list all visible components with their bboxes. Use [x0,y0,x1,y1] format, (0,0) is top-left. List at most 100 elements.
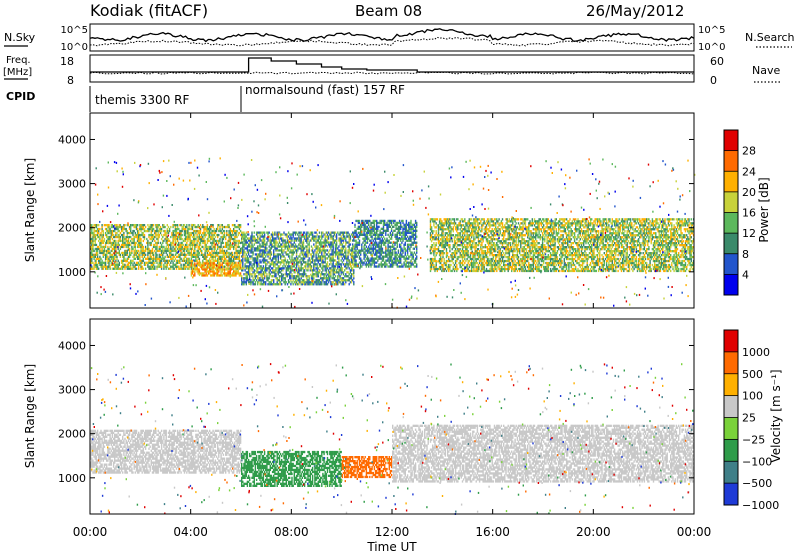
echo-cell [402,231,404,234]
echo-cell [377,233,379,236]
echo-cell [332,249,334,252]
echo-cell [254,257,257,260]
echo-cell [157,257,159,260]
echo-cell [315,263,317,266]
echo-cell [217,239,219,243]
echo-cell [334,255,337,258]
echo-cell [322,263,324,266]
freq-trace [90,57,694,73]
echo-cell [301,281,303,284]
echo-cell [231,255,234,258]
echo-cell [440,244,442,247]
echo-cell [181,229,183,233]
echo-cell [219,229,221,233]
echo-cell [156,241,158,245]
echo-cell [254,277,257,280]
echo-cell [374,265,377,268]
echo-cell [263,247,266,250]
echo-cell [263,277,266,280]
echo-cell [247,243,250,246]
echo-cell [165,245,167,249]
echo-cell [175,259,178,262]
echo-cell [302,281,305,284]
echo-cell [178,235,180,239]
echo-cell [334,251,337,254]
echo-cell [395,255,397,258]
echo-cell [300,257,302,260]
echo-cell [156,253,158,256]
echo-cell [246,279,249,282]
echo-cell [150,241,152,245]
echo-cell [396,237,398,240]
echo-cell [385,251,387,254]
echo-cell [144,247,147,251]
echo-cell [151,227,154,231]
echo-cell [405,225,408,228]
echo-cell [247,245,250,248]
echo-cell [295,231,298,234]
echo-cell [258,231,260,234]
echo-cell [157,239,159,243]
echo-cell [358,243,361,246]
echo-cell [380,243,382,246]
echo-cell [294,283,297,286]
echo-cell [305,235,307,238]
echo-cell [325,257,328,260]
echo-cell [394,219,396,223]
echo-cell [274,231,276,234]
echo-cell [293,239,295,242]
echo-cell [435,259,437,263]
echo-cell [326,277,329,280]
echo-cell [181,225,183,229]
echo-cell [186,259,188,262]
echo-cell [130,263,132,266]
echo-cell [295,259,298,262]
echo-cell [316,269,318,272]
echo-cell [172,249,174,253]
echo-cell [358,241,361,244]
echo-cell [118,233,120,237]
echo-cell [230,233,233,237]
echo-cell [348,241,350,244]
echo-cell [184,239,187,243]
echo-cell [141,243,143,247]
echo-cell [395,237,397,240]
echo-cell [187,239,189,243]
echo-cell [229,261,231,264]
echo-cell [147,227,149,231]
echo-cell [392,219,394,223]
echo-cell [201,274,203,277]
echo-cell [259,249,261,252]
echo-cell [437,230,440,233]
echo-cell [434,234,436,237]
echo-cell [174,235,177,239]
echo-cell [363,239,365,242]
echo-cell [96,253,99,256]
echo-cell [107,251,109,255]
echo-cell [388,225,390,228]
echo-cell [298,261,300,264]
echo-cell [262,253,265,256]
echo-cell [400,225,402,228]
echo-cell [438,226,441,229]
echo-cell [302,275,305,278]
echo-cell [344,251,346,254]
echo-cell [184,247,187,251]
echo-cell [357,253,360,256]
echo-cell [311,251,314,254]
echo-cell [257,257,259,260]
echo-cell [106,233,108,237]
echo-cell [435,218,437,221]
echo-cell [138,263,140,266]
echo-cell [340,247,342,250]
echo-cell [325,281,328,284]
echo-cell [327,275,330,278]
echo-cell [319,245,322,248]
echo-cell [214,257,217,260]
echo-cell [379,237,381,240]
echo-cell [269,253,271,256]
echo-cell [358,239,361,242]
echo-cell [179,259,181,262]
echo-cell [178,245,180,249]
echo-cell [284,279,286,282]
